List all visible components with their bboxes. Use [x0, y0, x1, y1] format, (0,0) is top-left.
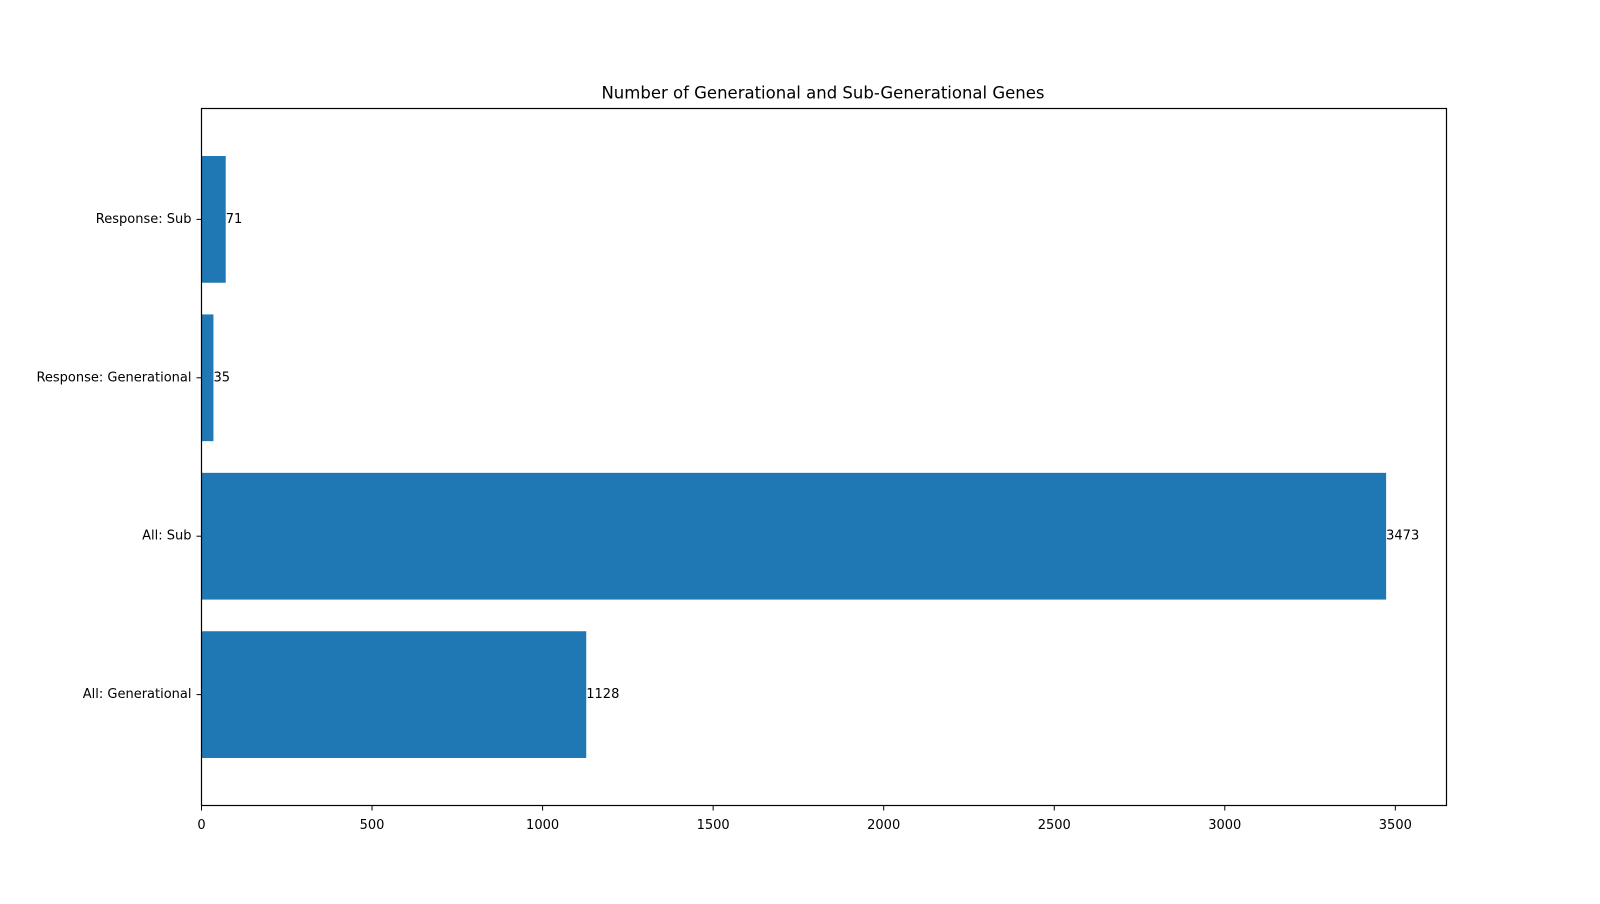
x-tick-label: 1000 [526, 818, 559, 833]
x-tick-label: 500 [360, 818, 385, 833]
bar-value-label: 71 [226, 212, 243, 227]
x-tick-label: 3000 [1208, 818, 1241, 833]
bar [201, 314, 214, 442]
x-tick-label: 1500 [697, 818, 730, 833]
bar [201, 472, 1387, 600]
bar [201, 156, 226, 283]
bar-value-label: 1128 [586, 687, 619, 702]
y-tick-label: Response: Sub [96, 212, 192, 227]
bar [201, 631, 587, 758]
x-axis: 0 500 1000 1500 2000 2500 3000 3500 [197, 805, 1412, 833]
plot-frame [200, 107, 1448, 807]
bar-value-label: 3473 [1386, 529, 1419, 544]
x-tick-label: 2500 [1038, 818, 1071, 833]
x-tick-label: 3500 [1379, 818, 1412, 833]
bars-layer [201, 156, 1387, 758]
y-axis: All: Generational All: Sub Response: Gener… [36, 212, 202, 702]
x-tick-label: 2000 [867, 818, 900, 833]
chart-title: Number of Generational and Sub-Generatio… [601, 84, 1044, 103]
x-tick-label: 0 [197, 818, 205, 833]
bar-value-label: 35 [213, 370, 230, 385]
y-tick-label: Response: Generational [36, 370, 191, 385]
value-labels-layer: 1128 3473 35 71 [213, 212, 1419, 702]
y-tick-label: All: Generational [83, 687, 192, 702]
y-tick-label: All: Sub [142, 529, 191, 544]
